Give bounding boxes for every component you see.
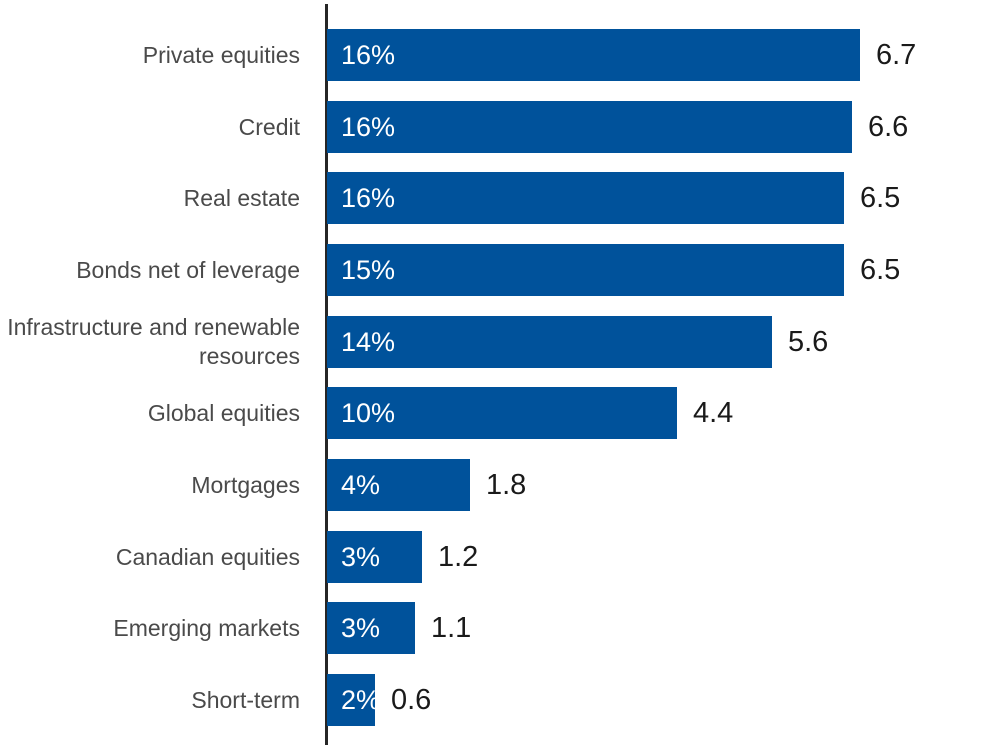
bar: 3% — [327, 602, 415, 654]
bar-percent-label: 16% — [341, 39, 396, 70]
bar: 3% — [327, 531, 422, 583]
category-label: Bonds net of leverage — [76, 256, 300, 283]
category-label: Credit — [238, 113, 300, 140]
bar: 16% — [327, 29, 860, 81]
bar-percent-label: 15% — [341, 254, 396, 285]
chart-row: Global equities 10% 4.4 — [0, 387, 990, 439]
chart-row: Credit 16% 6.6 — [0, 101, 990, 153]
bar: 14% — [327, 316, 772, 368]
category-label: Infrastructure and renewable resources — [7, 314, 300, 369]
bar-value-label: 4.4 — [693, 396, 734, 429]
bar-percent-label: 14% — [341, 326, 396, 357]
chart-row: Emerging markets 3% 1.1 — [0, 602, 990, 654]
bar-value-label: 6.6 — [868, 110, 909, 143]
category-label: Canadian equities — [115, 543, 300, 570]
bar: 10% — [327, 387, 677, 439]
chart-row: Infrastructure and renewable resources 14… — [0, 314, 990, 369]
bar-value-label: 0.6 — [391, 683, 432, 716]
chart-row: Canadian equities 3% 1.2 — [0, 531, 990, 583]
bar-percent-label: 3% — [341, 541, 381, 572]
bar-percent-label: 2% — [341, 684, 381, 715]
chart-row: Short-term 2% 0.6 — [0, 674, 990, 726]
bar-value-label: 1.2 — [438, 540, 479, 573]
chart-row: Private equities 16% 6.7 — [0, 29, 990, 81]
chart-row: Real estate 16% 6.5 — [0, 172, 990, 224]
bar-value-label: 1.8 — [486, 468, 527, 501]
bar-value-label: 6.5 — [860, 181, 901, 214]
category-label: Private equities — [142, 41, 300, 68]
bar: 16% — [327, 101, 852, 153]
category-label: Global equities — [147, 399, 300, 426]
bar-percent-label: 3% — [341, 612, 381, 643]
category-label: Real estate — [183, 184, 300, 211]
y-axis-line — [325, 4, 328, 745]
bar: 16% — [327, 172, 844, 224]
bar-value-label: 1.1 — [431, 611, 472, 644]
category-label: Mortgages — [191, 471, 300, 498]
chart-row: Bonds net of leverage 15% 6.5 — [0, 244, 990, 296]
bar-value-label: 5.6 — [788, 325, 829, 358]
bar: 4% — [327, 459, 470, 511]
bar: 2% — [327, 674, 380, 726]
category-label: Short-term — [191, 686, 300, 713]
bar-value-label: 6.5 — [860, 253, 901, 286]
bar-value-label: 6.7 — [876, 38, 917, 71]
bar: 15% — [327, 244, 844, 296]
category-label: Emerging markets — [113, 614, 300, 641]
bar-percent-label: 16% — [341, 111, 396, 142]
bar-percent-label: 10% — [341, 397, 396, 428]
bar-percent-label: 4% — [341, 469, 381, 500]
chart-row: Mortgages 4% 1.8 — [0, 459, 990, 511]
bar-percent-label: 16% — [341, 182, 396, 213]
